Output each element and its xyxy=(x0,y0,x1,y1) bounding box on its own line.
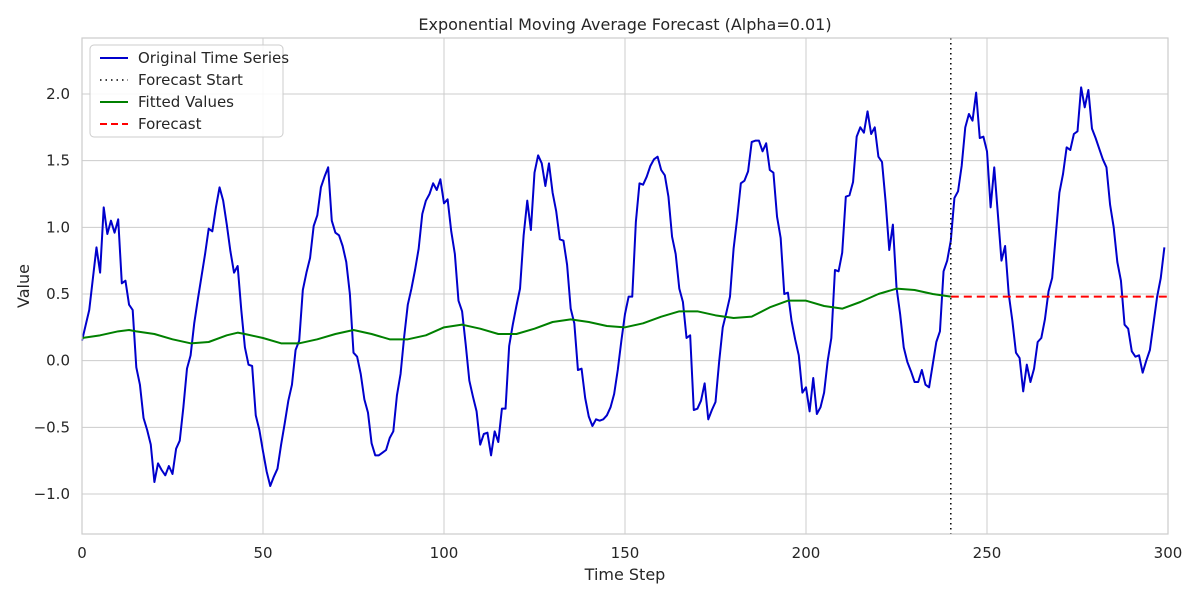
x-tick-label: 150 xyxy=(611,544,640,562)
y-tick-label: 1.0 xyxy=(46,218,70,236)
x-axis-label: Time Step xyxy=(584,565,666,584)
y-tick-label: 2.0 xyxy=(46,85,70,103)
x-tick-label: 250 xyxy=(973,544,1002,562)
legend-label-fitted-values: Fitted Values xyxy=(138,93,234,111)
x-tick-label: 0 xyxy=(77,544,87,562)
x-tick-label: 100 xyxy=(430,544,459,562)
legend: Original Time Series Forecast Start Fitted… xyxy=(89,44,289,138)
legend-label-forecast: Forecast xyxy=(138,115,202,133)
series-layer xyxy=(81,38,1168,534)
y-tick-label: 1.5 xyxy=(46,152,70,170)
legend-box xyxy=(89,44,284,138)
series-line-fitted-values xyxy=(81,287,951,345)
plot-frame xyxy=(81,37,1169,535)
x-tick-label: 300 xyxy=(1154,544,1183,562)
y-tick-label: −0.5 xyxy=(34,418,70,436)
x-tick-label: 200 xyxy=(792,544,821,562)
series-line-original-time-series xyxy=(81,86,1166,487)
chart-title: Exponential Moving Average Forecast (Alp… xyxy=(418,15,831,34)
x-tick-labels: 0 50 100 150 200 250 300 xyxy=(77,544,1182,562)
y-axis-label: Value xyxy=(14,264,33,308)
x-tick-label: 50 xyxy=(253,544,272,562)
legend-label-forecast-start: Forecast Start xyxy=(138,71,243,89)
legend-label-original-time-series: Original Time Series xyxy=(138,49,289,67)
y-tick-labels: −1.0 −0.5 0.0 0.5 1.0 1.5 2.0 xyxy=(34,85,70,503)
y-tick-label: 0.5 xyxy=(46,285,70,303)
y-tick-label: 0.0 xyxy=(46,352,70,370)
y-tick-label: −1.0 xyxy=(34,485,70,503)
